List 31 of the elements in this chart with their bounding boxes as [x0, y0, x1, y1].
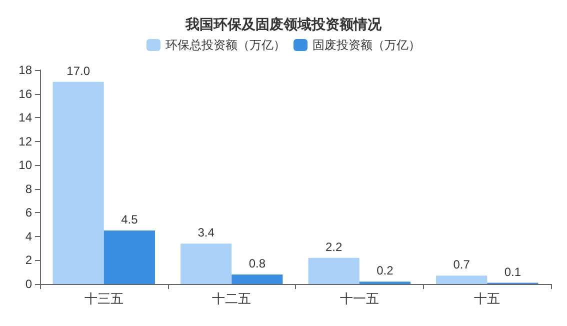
bar [308, 258, 360, 284]
chart-title: 我国环保及固废领域投资额情况 [184, 16, 382, 32]
y-tick-label: 8 [25, 182, 32, 196]
bar [436, 276, 488, 284]
y-tick-label: 12 [18, 134, 32, 148]
data-label: 4.5 [121, 212, 138, 226]
y-tick-label: 2 [25, 253, 32, 268]
y-tick-label: 18 [18, 63, 32, 77]
legend-label: 环保总投资额（万亿） [166, 38, 286, 52]
x-tick-label: 十三五 [84, 291, 124, 306]
data-label: 0.2 [376, 264, 394, 278]
y-tick-label: 0 [25, 277, 32, 291]
y-tick-label: 10 [18, 158, 32, 172]
bar [104, 230, 155, 284]
data-label: 2.2 [325, 240, 342, 254]
legend-label: 固废投资额（万亿） [312, 38, 420, 52]
data-label: 0.8 [248, 256, 266, 270]
bar [52, 82, 104, 284]
data-label: 0.1 [504, 264, 522, 279]
data-label: 3.4 [198, 226, 215, 240]
bar [180, 244, 232, 284]
bar [232, 274, 283, 284]
x-tick-label: 十五 [474, 291, 500, 306]
data-label: 17.0 [66, 64, 90, 78]
x-tick-label: 十二五 [212, 291, 252, 306]
x-tick-label: 十一五 [340, 291, 379, 306]
data-label: 0.7 [453, 258, 470, 272]
y-tick-label: 4 [25, 229, 32, 244]
y-tick-label: 16 [18, 86, 32, 101]
y-tick-label: 6 [25, 206, 32, 220]
y-tick-label: 14 [18, 110, 32, 125]
